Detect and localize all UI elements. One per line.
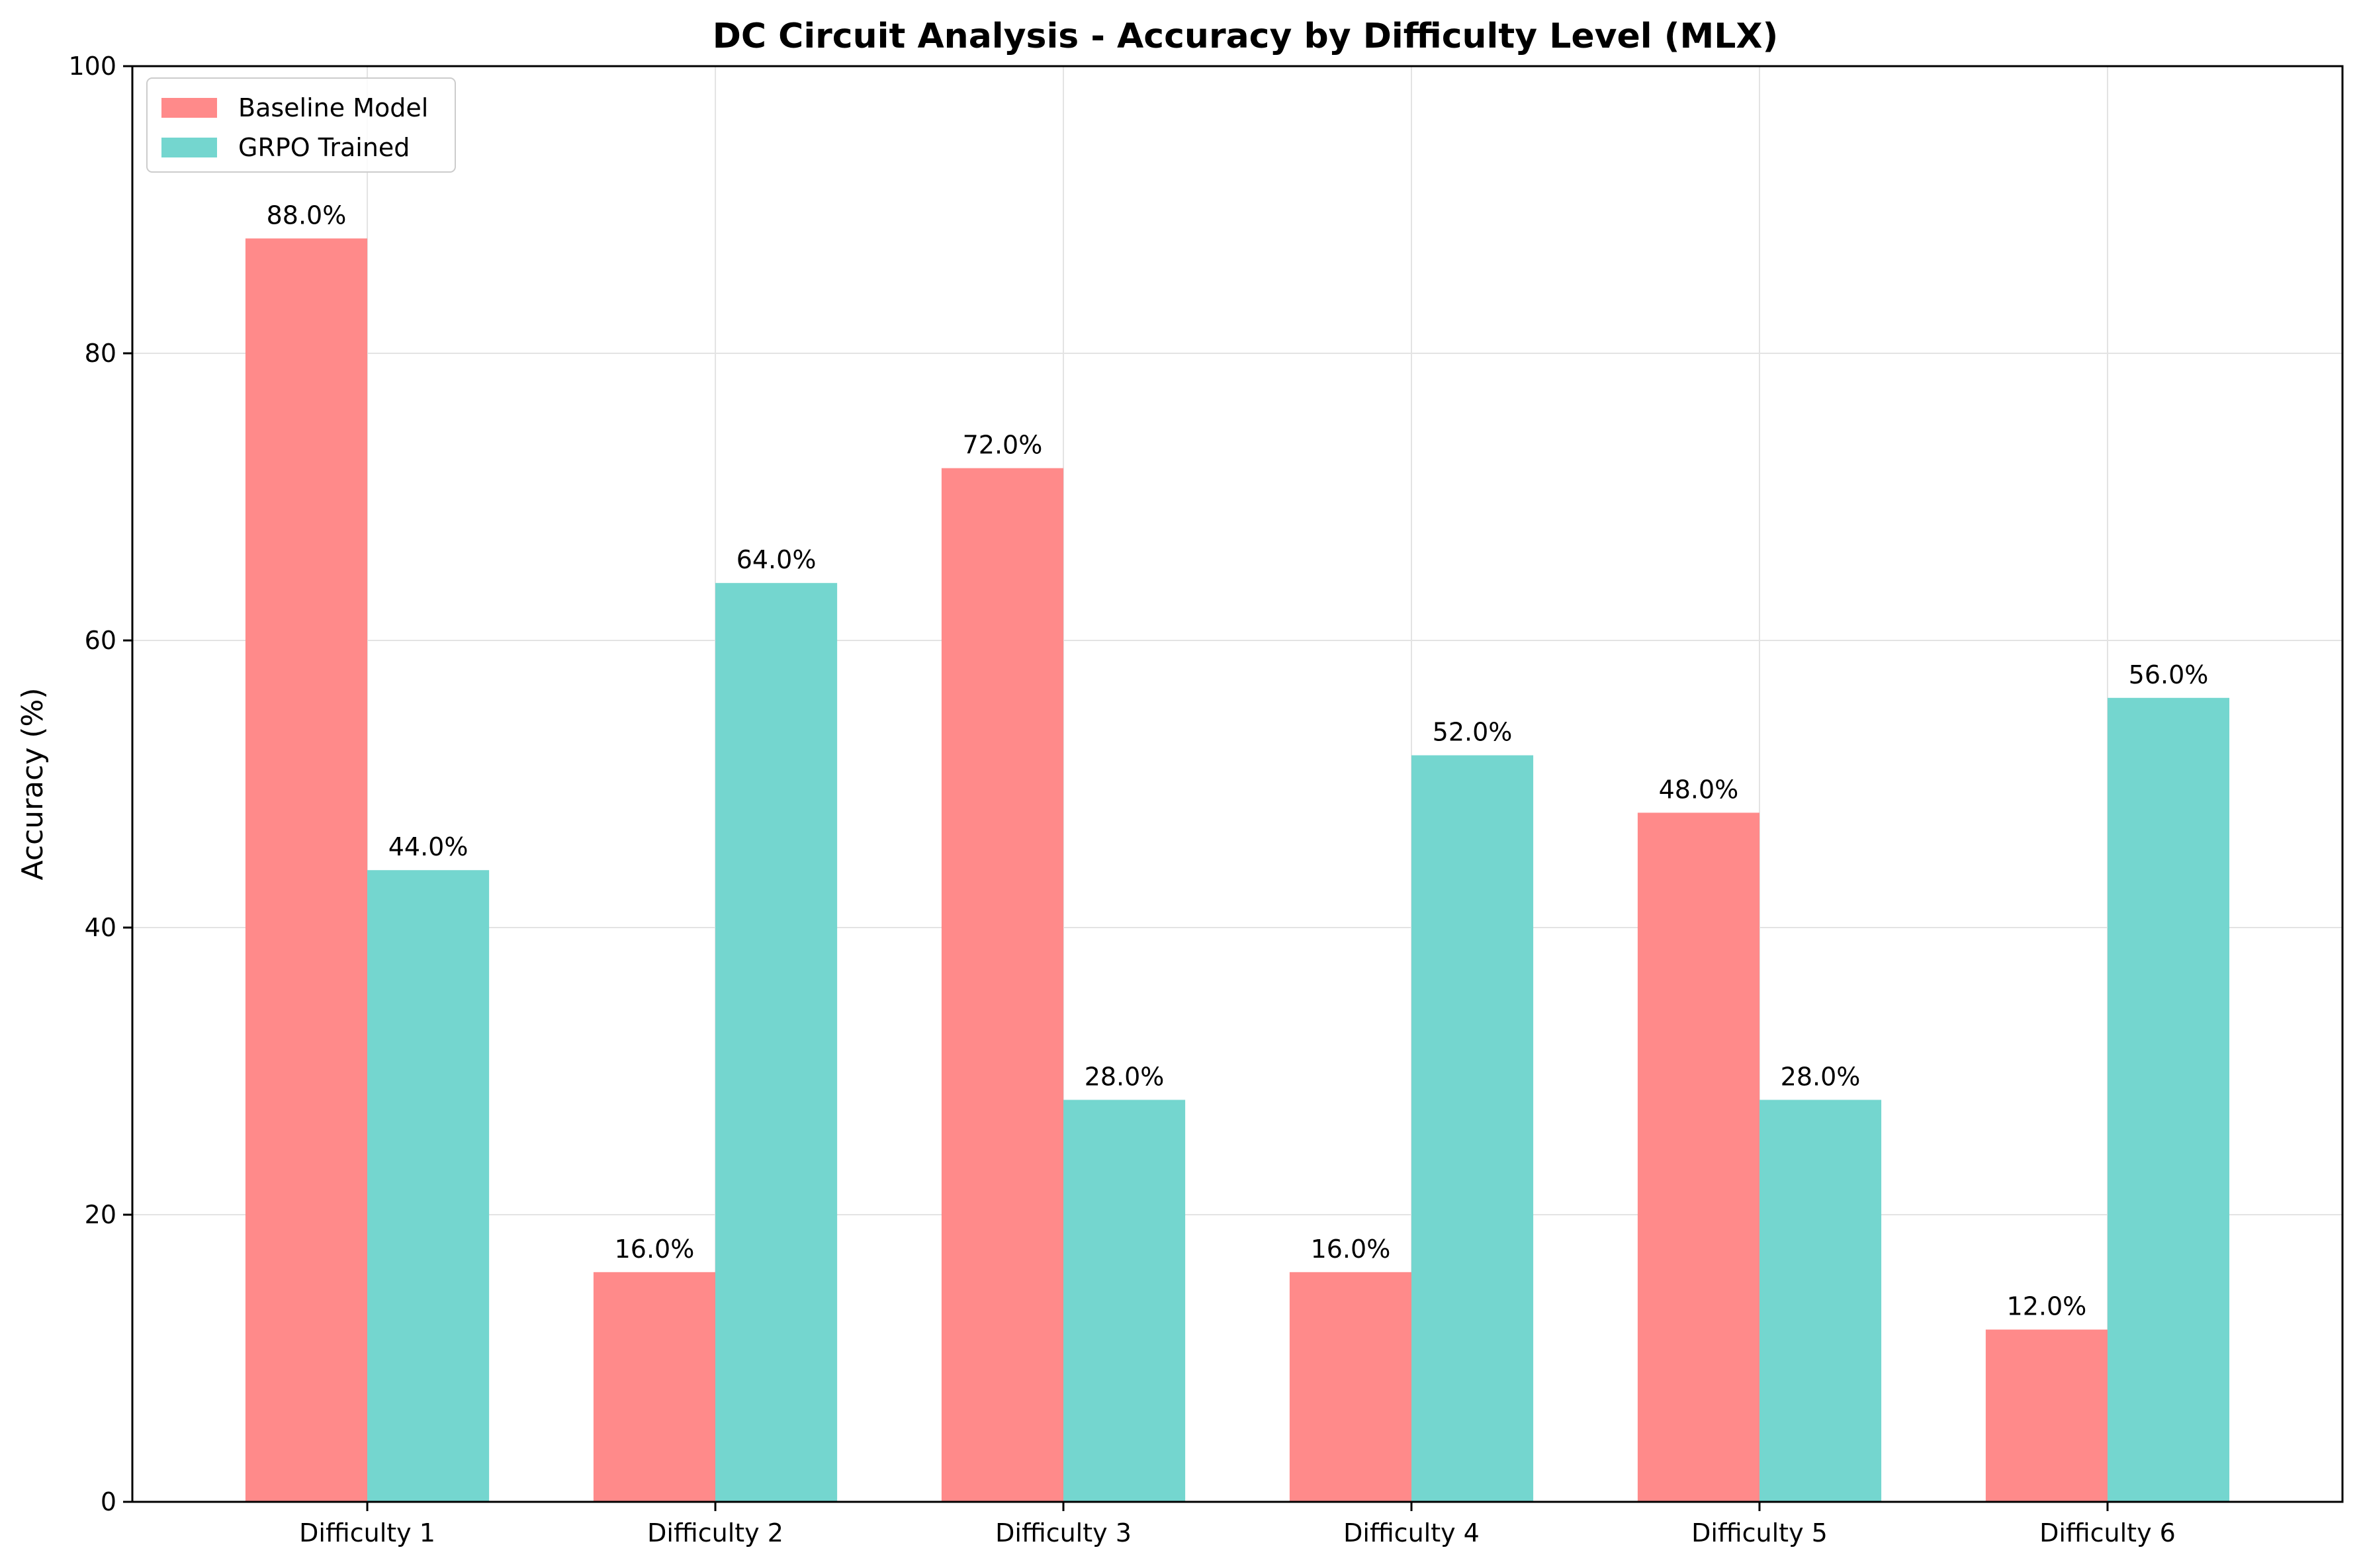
bar-baseline [1637,812,1760,1502]
legend-label: Baseline Model [238,93,428,122]
data-label: 16.0% [1311,1235,1391,1264]
legend-swatch [161,98,217,118]
y-axis-label: Accuracy (%) [16,687,50,880]
legend-box [146,77,456,173]
x-tick-label: Difficulty 5 [1691,1518,1828,1547]
plot-frame [131,65,2344,1503]
data-label: 88.0% [267,200,347,230]
y-tick-label: 80 [85,339,116,368]
y-tick-label: 40 [85,913,116,942]
legend-swatch [161,138,217,157]
bar-grpo [1759,1100,1882,1502]
data-label: 28.0% [1781,1062,1861,1091]
bar-grpo [367,870,490,1502]
bar-grpo [2107,697,2230,1502]
bar-baseline [245,238,368,1502]
data-label: 28.0% [1085,1062,1165,1091]
data-label: 12.0% [2007,1292,2087,1321]
data-labels: 88.0% 16.0% 72.0% 16.0% 48.0% 12.0% 44.0% 64.0%… [267,200,2209,1321]
data-label: 48.0% [1659,775,1739,804]
data-label: 72.0% [963,431,1043,460]
x-tick-label: Difficulty 2 [647,1518,783,1547]
chart-title: DC Circuit Analysis - Accuracy by Diffic… [713,17,1778,56]
bar-baseline [1289,1272,1411,1502]
data-label: 44.0% [388,832,468,861]
bar-grpo [1063,1100,1186,1502]
bar-baseline [941,468,1064,1502]
bar-grpo [1411,755,1534,1502]
y-tick-label: 100 [68,52,116,81]
data-label: 52.0% [1433,718,1513,747]
y-tick-label: 20 [85,1200,116,1229]
legend: Baseline Model GRPO Trained [146,77,456,173]
legend-label: GRPO Trained [238,133,410,162]
x-tick-label: Difficulty 1 [299,1518,435,1547]
data-label: 64.0% [736,545,817,574]
x-axis: Difficulty 1 Difficulty 2 Difficulty 3 Diff… [299,1502,2176,1547]
x-tick-label: Difficulty 4 [1343,1518,1480,1547]
bar-baseline [1985,1329,2108,1502]
bars-layer [245,238,2230,1503]
y-tick-label: 0 [101,1487,116,1516]
data-label: 16.0% [615,1235,695,1264]
bar-baseline [593,1272,716,1502]
x-tick-label: Difficulty 6 [2039,1518,2176,1547]
data-label: 56.0% [2129,660,2209,689]
y-tick-label: 60 [85,626,116,655]
bar-grpo [715,583,838,1503]
x-tick-label: Difficulty 3 [995,1518,1132,1547]
y-axis: 0 20 40 60 80 100 [68,52,132,1516]
